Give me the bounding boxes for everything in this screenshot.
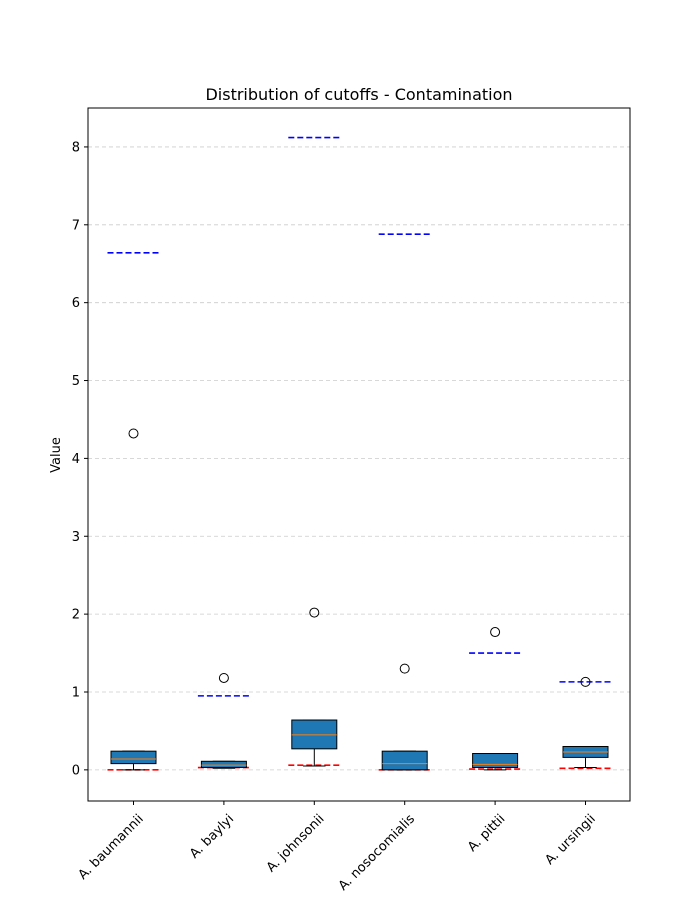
box-body: [200, 760, 247, 769]
outlier-point: [309, 607, 320, 618]
x-axis-ticks: A. baumannii A. baylyi A. johnsonii A. noso…: [76, 801, 599, 894]
y-tick-label: 1: [72, 685, 80, 700]
x-tick-label: A. nosocomialis: [336, 812, 418, 894]
outlier-point: [490, 627, 501, 638]
x-tick-label: A. ursingii: [542, 812, 598, 868]
outlier-point: [128, 428, 139, 439]
y-tick-label: 0: [72, 763, 80, 778]
cutoff-lines: [107, 136, 612, 771]
y-tick-label: 2: [72, 608, 80, 623]
outlier-point: [218, 672, 229, 683]
box-2: [200, 672, 247, 769]
y-tick-label: 3: [72, 530, 80, 545]
box-3: [291, 607, 338, 767]
y-tick-label: 7: [72, 218, 80, 233]
chart-title: Distribution of cutoffs - Contamination: [205, 85, 512, 104]
x-tick-label: A. baumannii: [76, 812, 147, 883]
box-4: [381, 663, 428, 771]
outlier-point: [399, 663, 410, 674]
grid-lines: [88, 146, 630, 771]
box-6: [562, 676, 609, 769]
outlier-point: [580, 676, 591, 687]
plot-frame: [87, 107, 631, 802]
y-tick-label: 5: [72, 374, 80, 389]
box-body: [110, 750, 157, 765]
box-1: [110, 428, 157, 771]
y-tick-label: 8: [72, 140, 80, 155]
x-tick-label: A. pittii: [465, 812, 508, 855]
box-5: [472, 627, 519, 771]
x-tick-label: A. johnsonii: [264, 812, 328, 876]
y-axis-ticks: 0 1 2 3 4 5 6 7 8: [72, 140, 88, 778]
box-body: [472, 753, 519, 769]
x-tick-label: A. baylyi: [187, 812, 237, 862]
y-tick-label: 4: [72, 452, 80, 467]
boxes: [110, 428, 609, 771]
box-body: [381, 750, 428, 771]
y-axis-label: Value: [49, 437, 64, 473]
y-tick-label: 6: [72, 296, 80, 311]
